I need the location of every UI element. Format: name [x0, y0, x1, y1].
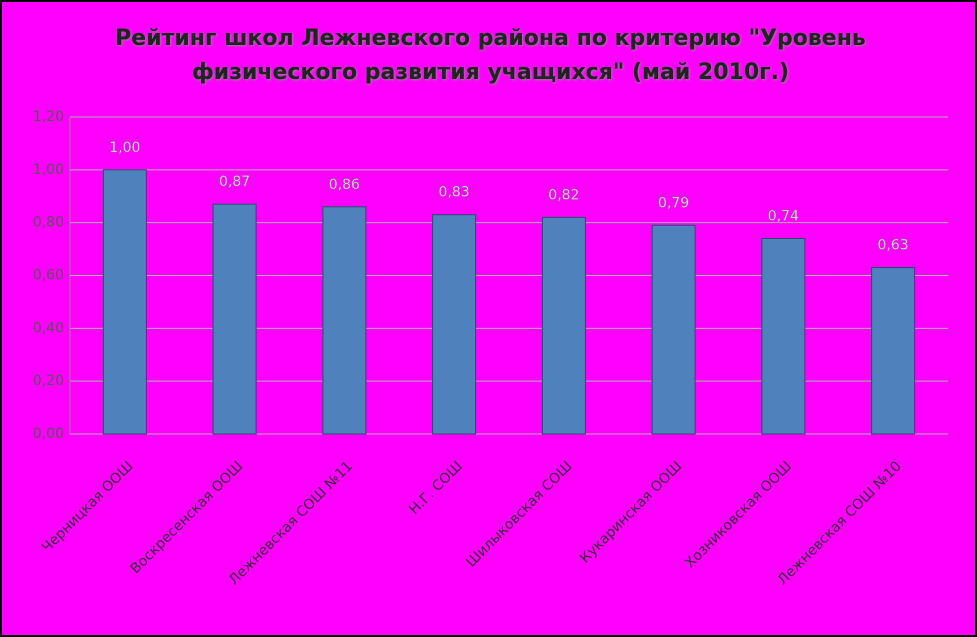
- y-tick-label: 0,00: [33, 426, 64, 442]
- x-tick-label: Н.Г. СОШ: [406, 458, 466, 518]
- y-tick-label: 1,20: [33, 109, 64, 125]
- bar: [432, 214, 477, 435]
- chart-title: Рейтинг школ Лежневского района по крите…: [115, 26, 866, 85]
- value-label: 1,00: [109, 140, 140, 156]
- value-label: 0,79: [658, 195, 689, 211]
- bar: [102, 169, 147, 435]
- y-tick-label: 0,60: [33, 268, 64, 284]
- bar: [212, 203, 257, 435]
- value-label: 0,82: [548, 187, 579, 203]
- y-tick-label: 1,00: [33, 162, 64, 178]
- x-tick-label: Лежневская СОШ №11: [226, 458, 356, 588]
- x-tick-label: Хозниковская ООШ: [682, 458, 795, 571]
- x-tick-label: Черницкая ООШ: [39, 458, 136, 555]
- value-label: 0,87: [219, 174, 250, 190]
- value-label: 0,86: [329, 177, 360, 193]
- bar: [541, 216, 586, 435]
- value-label: 0,83: [439, 185, 470, 201]
- x-tick-label: Шилыковская СОШ: [463, 458, 575, 570]
- bar: [761, 238, 806, 435]
- x-tick-label: Кукаринская ООШ: [577, 458, 685, 566]
- x-tick-label: Воскресенская ООШ: [128, 458, 247, 577]
- y-tick-label: 0,20: [33, 373, 64, 389]
- value-label: 0,74: [768, 209, 799, 225]
- y-tick-label: 0,40: [33, 320, 64, 336]
- y-tick-label: 0,80: [33, 215, 64, 231]
- x-tick-label: Лежневская СОШ №10: [775, 458, 905, 588]
- value-label: 0,63: [878, 238, 909, 254]
- bar: [322, 206, 367, 435]
- bar: [651, 224, 696, 435]
- bar: [871, 267, 916, 435]
